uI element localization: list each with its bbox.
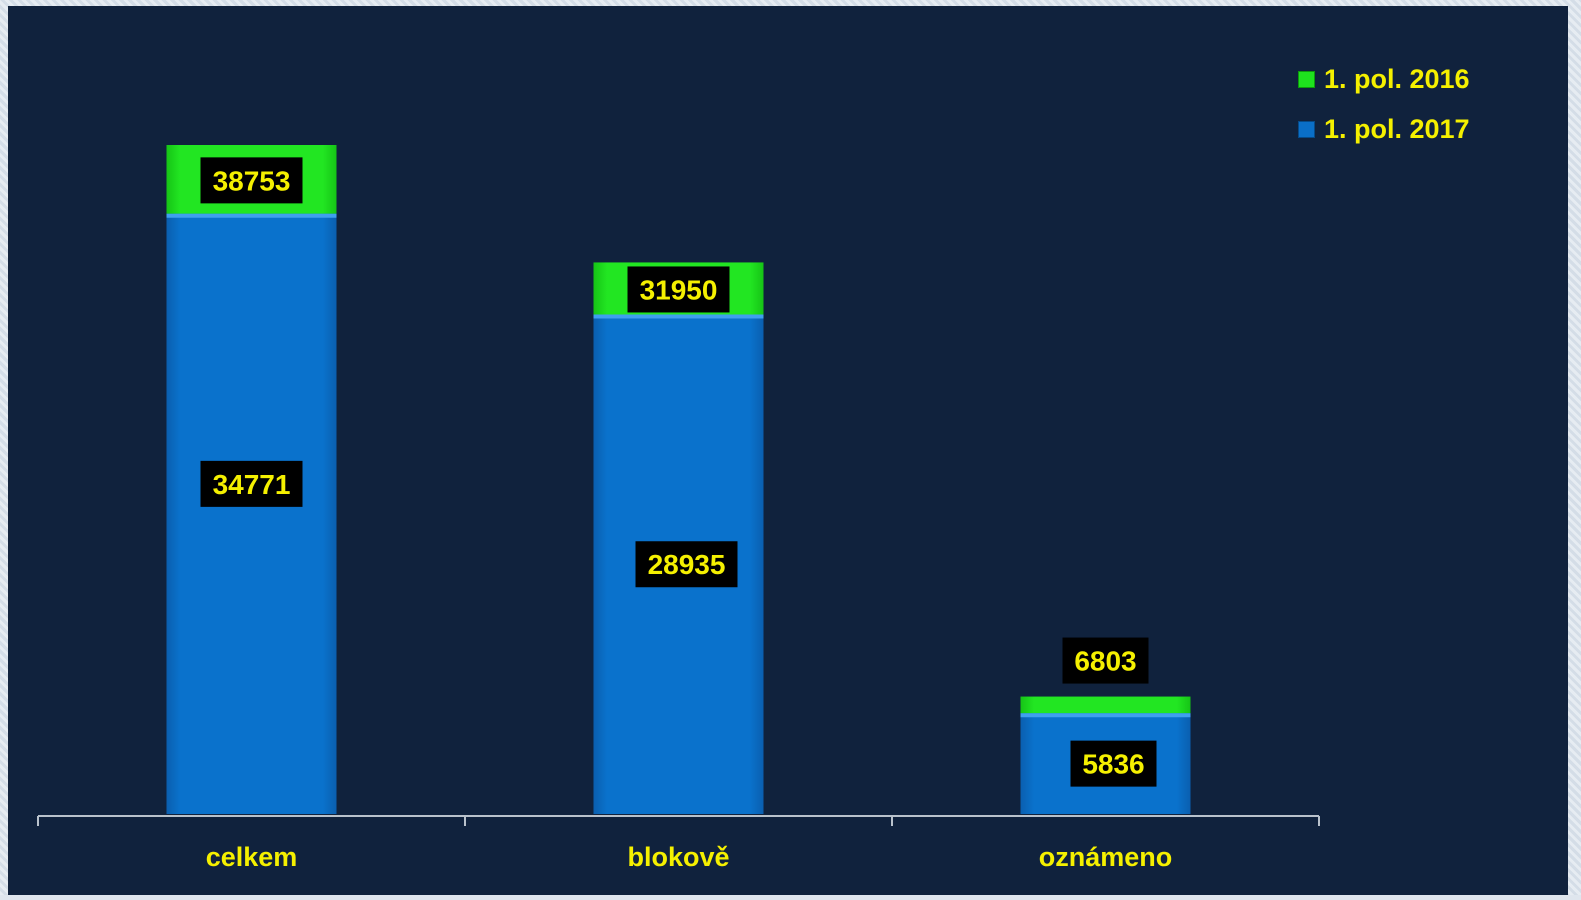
series-2017-bars [166,213,1191,815]
bar-2017-bevel-2 [1020,713,1191,718]
data-label-2016-2: 6803 [1074,646,1136,677]
x-axis [37,815,1320,826]
bar-2017-0 [166,213,337,815]
x-tick-labels: celkem blokově oznámeno [206,842,1173,872]
bar-chart: 38753 34771 31950 28935 6803 5836 celkem bloko… [37,145,1320,872]
legend-swatch-2017 [1298,120,1315,138]
x-tick-label-2: oznámeno [1039,842,1173,872]
data-label-box-2016-2 [1062,637,1149,684]
bar-2017-bevel-0 [166,213,337,218]
data-label-2017-2: 5836 [1082,749,1144,780]
data-label-2016-1: 31950 [640,274,718,305]
data-label-2016-0: 38753 [213,165,291,196]
x-tick-label-1: blokově [627,842,729,872]
legend-swatch-2016 [1298,70,1315,88]
data-label-box-2017-0 [200,460,303,507]
data-label-2017-0: 34771 [213,469,291,500]
data-label-box-2017-1 [635,541,738,588]
legend-label-2016: 1. pol. 2016 [1324,63,1470,94]
legend-label-2017: 1. pol. 2017 [1324,113,1470,144]
data-labels: 38753 34771 31950 28935 6803 5836 [200,157,1157,787]
data-label-box-2016-1 [627,266,730,313]
data-label-2017-1: 28935 [648,549,726,580]
data-label-box-2016-0 [200,157,303,204]
legend-item-2016: 1. pol. 2016 [1298,54,1470,104]
data-label-box-2017-2 [1070,740,1157,787]
chart-panel: 38753 34771 31950 28935 6803 5836 celkem bloko… [8,6,1568,895]
bar-2017-bevel-1 [593,314,764,319]
x-tick-label-0: celkem [206,842,298,872]
legend-item-2017: 1. pol. 2017 [1298,104,1470,154]
legend: 1. pol. 2016 1. pol. 2017 [1298,54,1470,154]
